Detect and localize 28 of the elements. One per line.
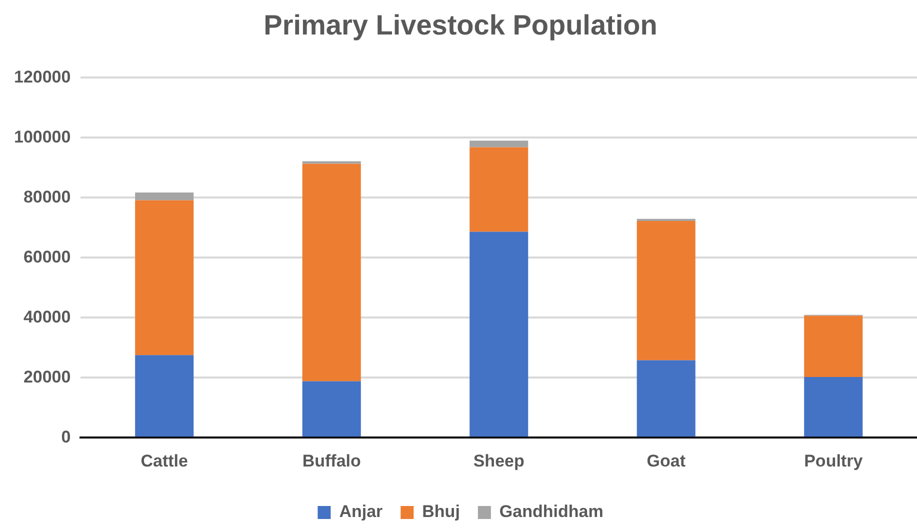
- bar: [302, 381, 361, 437]
- x-tick-label: Buffalo: [302, 451, 361, 470]
- y-tick-label: 0: [61, 427, 71, 446]
- y-tick-label: 20000: [23, 367, 71, 386]
- bar: [804, 377, 863, 437]
- x-tick-label: Poultry: [804, 451, 864, 470]
- y-tick-label: 100000: [14, 127, 71, 146]
- legend-label: Anjar: [339, 502, 384, 522]
- bar: [804, 316, 863, 377]
- bar: [470, 140, 528, 148]
- bar: [470, 232, 528, 437]
- y-tick-label: 80000: [23, 187, 71, 206]
- y-tick-label: 60000: [23, 247, 71, 266]
- x-tick-label: Goat: [646, 451, 686, 470]
- legend-label: Gandhidham: [499, 502, 604, 522]
- y-tick-label: 120000: [14, 67, 71, 86]
- bar: [636, 221, 696, 360]
- x-tick-label: Sheep: [473, 451, 524, 470]
- bar: [470, 147, 528, 232]
- x-tick-label: Cattle: [140, 451, 188, 470]
- bar: [636, 360, 696, 437]
- bar: [135, 355, 194, 437]
- y-tick-label: 40000: [23, 307, 71, 326]
- bar: [135, 200, 194, 356]
- bar: [302, 164, 361, 382]
- bar: [135, 192, 194, 200]
- legend-label: Bhuj: [422, 502, 460, 522]
- chart-title: Primary Livestock Population: [264, 10, 658, 41]
